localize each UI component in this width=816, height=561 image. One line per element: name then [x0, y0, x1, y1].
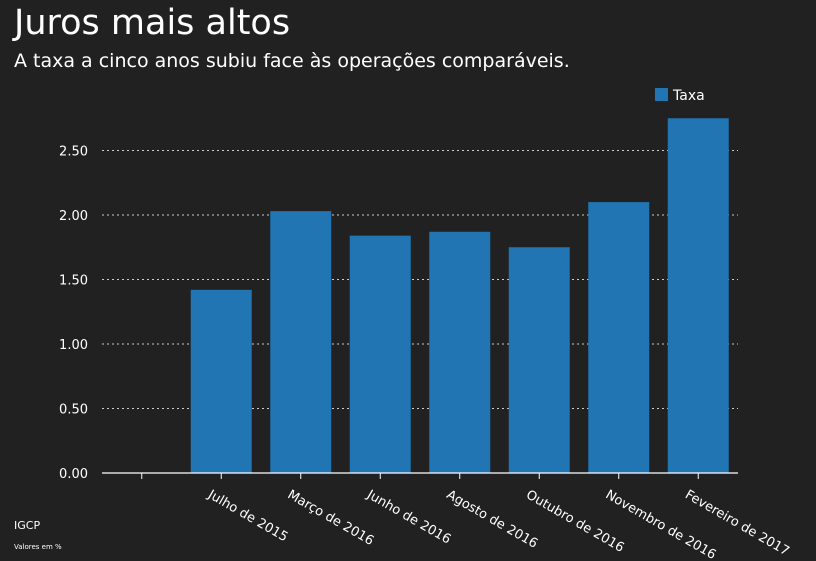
bar	[429, 231, 491, 473]
y-tick-label: 2.00	[59, 209, 88, 224]
units-note: Valores em %	[14, 543, 62, 551]
y-tick-label: 1.50	[59, 274, 88, 289]
chart-subtitle: A taxa a cinco anos subiu face às operaç…	[14, 50, 570, 72]
x-tick-label: Junho de 2016	[363, 487, 453, 548]
legend-swatch-taxa	[655, 88, 668, 101]
legend-label-taxa: Taxa	[672, 88, 705, 104]
legend: Taxa	[655, 88, 705, 104]
chart-title: Juros mais altos	[14, 3, 291, 43]
bar	[190, 289, 252, 473]
bars	[190, 118, 729, 473]
bar	[508, 247, 570, 473]
y-tick-label: 1.00	[59, 338, 88, 353]
bar	[349, 235, 411, 473]
y-tick-label: 0.00	[59, 467, 88, 482]
source-label: IGCP	[14, 519, 41, 532]
bar	[270, 211, 332, 473]
x-tick-label: Julho de 2015	[204, 487, 290, 545]
y-tick-label: 2.50	[59, 145, 88, 160]
bar	[588, 202, 650, 473]
bar	[667, 118, 729, 473]
x-tick-label: Março de 2016	[285, 487, 376, 548]
y-tick-label: 0.50	[59, 403, 88, 418]
y-axis-ticks: 0.00 0.50 1.00 1.50 2.00 2.50	[59, 145, 88, 483]
